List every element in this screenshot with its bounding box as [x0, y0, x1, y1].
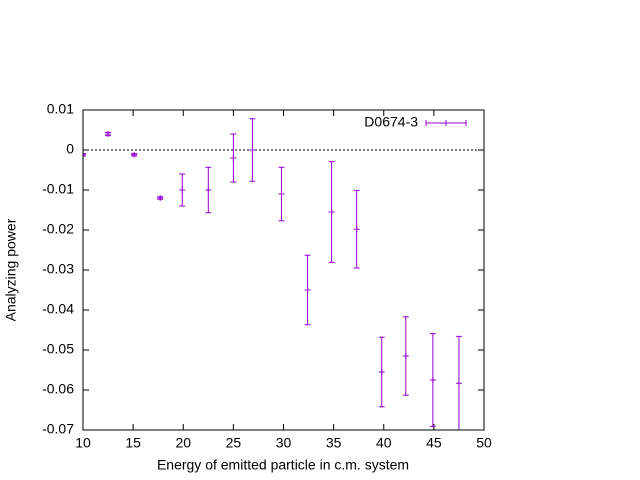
- point: [328, 209, 335, 215]
- x-tick-label: 40: [376, 435, 392, 451]
- point: [402, 353, 409, 359]
- point: [105, 131, 112, 137]
- x-tick-label: 25: [226, 435, 242, 451]
- y-tick-label: -0.01: [42, 181, 74, 197]
- x-tick-label: 35: [326, 435, 342, 451]
- x-tick-label: 15: [125, 435, 141, 451]
- point: [157, 195, 164, 201]
- y-tick-label: -0.07: [42, 421, 74, 437]
- x-tick-label: 50: [476, 435, 492, 451]
- point: [304, 287, 311, 293]
- error-bar: [83, 153, 86, 157]
- y-tick-label: -0.06: [42, 381, 74, 397]
- legend-label: D0674-3: [364, 114, 418, 130]
- x-tick-label: 20: [175, 435, 191, 451]
- legend-sample: [425, 120, 467, 126]
- plot-area: [83, 118, 462, 430]
- y-tick-label: -0.02: [42, 221, 74, 237]
- y-tick-label: 0.01: [47, 101, 74, 117]
- x-axis-label: Energy of emitted particle in c.m. syste…: [157, 457, 409, 473]
- point: [378, 369, 385, 375]
- y-axis-label: Analyzing power: [3, 218, 19, 321]
- point: [278, 191, 285, 197]
- point: [179, 187, 186, 193]
- point: [249, 147, 256, 153]
- point: [205, 187, 212, 193]
- y-tick-label: -0.04: [42, 301, 74, 317]
- x-tick-label: 45: [426, 435, 442, 451]
- y-tick-label: -0.05: [42, 341, 74, 357]
- x-tick-label: 30: [276, 435, 292, 451]
- y-tick-label: -0.03: [42, 261, 74, 277]
- y-tick-label: 0: [66, 141, 74, 157]
- point: [230, 155, 237, 161]
- point: [131, 151, 138, 158]
- x-tick-label: 10: [75, 435, 91, 451]
- point: [83, 151, 86, 158]
- plot-border: [82, 109, 485, 431]
- point: [353, 226, 360, 233]
- point: [429, 377, 436, 383]
- point: [455, 380, 462, 387]
